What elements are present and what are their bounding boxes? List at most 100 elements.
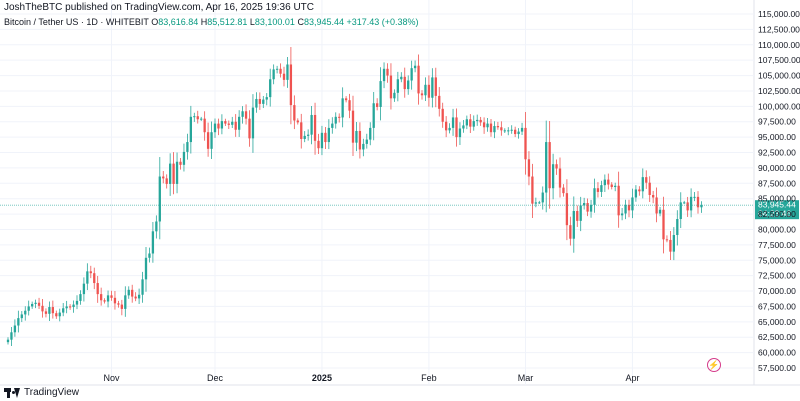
candle-body (262, 99, 265, 104)
candle-body (124, 295, 127, 309)
open-value: 83,616.84 (158, 17, 199, 27)
candle-body (175, 161, 179, 184)
tradingview-logo[interactable]: TradingView (4, 387, 79, 398)
candle-body (438, 95, 441, 109)
candle-body (558, 168, 562, 188)
candle-body (462, 125, 465, 129)
candle-body (358, 130, 362, 150)
candle-body (79, 294, 82, 301)
candle-body (379, 81, 382, 107)
candle-body (282, 73, 286, 80)
candle-body (58, 312, 61, 317)
price-tick-label: 70,000.00 (758, 286, 796, 296)
candle-body (548, 142, 551, 189)
candle-body (120, 304, 123, 309)
candle-body (683, 202, 686, 204)
candle-body (641, 177, 644, 192)
price-tick-label: 65,000.00 (758, 317, 796, 327)
candle-body (386, 68, 389, 76)
tradingview-icon (4, 387, 20, 398)
candle-body (6, 339, 10, 343)
candle-body (65, 306, 68, 309)
candle-body (620, 213, 624, 216)
candle-body (538, 202, 541, 204)
candle-body (169, 163, 172, 184)
candle-body (396, 79, 399, 93)
candle-body (289, 64, 293, 106)
candle-body (75, 300, 79, 305)
price-tick-label: 112,500.00 (758, 24, 800, 34)
price-tick-label: 60,000.00 (758, 348, 796, 358)
candle-body (514, 129, 517, 135)
time-tick-label: 2025 (312, 373, 332, 383)
candle-body (376, 103, 379, 107)
price-tick-label: 77,500.00 (758, 240, 796, 250)
candle-body (434, 77, 437, 96)
candle-body (141, 279, 144, 295)
candle-body (272, 69, 275, 80)
price-tick-label: 82,500.00 (758, 209, 796, 219)
change-value: +317.43 (+0.38%) (346, 17, 419, 27)
candle-body (227, 123, 230, 125)
candle-body (134, 296, 137, 299)
candle-body (241, 111, 244, 117)
brand-name: TradingView (24, 387, 80, 398)
flash-icon[interactable]: ⚡ (707, 358, 721, 372)
candle-body (10, 332, 13, 340)
candle-body (400, 76, 403, 80)
candle-body (631, 197, 634, 211)
candle-body (517, 131, 520, 135)
candle-body (217, 123, 220, 129)
candle-body (162, 176, 165, 179)
candle-body (614, 185, 617, 187)
candle-body (203, 118, 206, 133)
candle-body (251, 107, 255, 139)
candle-body (220, 121, 224, 129)
price-tick-label: 80,000.00 (758, 224, 796, 234)
price-tick-label: 115,000.00 (758, 9, 800, 19)
candle-body (534, 202, 537, 204)
candle-body (200, 118, 203, 120)
candle-body (296, 120, 299, 123)
candle-body (317, 140, 320, 149)
candle-body (562, 187, 565, 194)
price-tick-label: 90,000.00 (758, 163, 796, 173)
candle-body (313, 114, 317, 141)
candle-body (427, 84, 431, 98)
candle-body (413, 65, 417, 69)
candle-body (213, 123, 217, 133)
candle-body (255, 98, 258, 108)
high-value: 85,512.81 (207, 17, 248, 27)
candle-body (431, 77, 434, 98)
candle-body (269, 79, 272, 98)
candle-body (520, 127, 524, 132)
candle-body (334, 116, 337, 124)
candle-body (96, 283, 99, 295)
candle-body (310, 114, 313, 135)
candle-body (407, 80, 410, 90)
candle-body (348, 100, 351, 111)
candle-body (493, 126, 496, 133)
candle-body (541, 192, 544, 203)
candle-body (355, 130, 358, 143)
high-label: H (200, 17, 208, 27)
candle-body (34, 302, 37, 304)
candle-body (410, 68, 413, 81)
price-tick-label: 62,500.00 (758, 332, 796, 342)
low-label: L (249, 17, 255, 27)
candle-body (100, 294, 103, 301)
price-tick-label: 87,500.00 (758, 178, 796, 188)
candle-body (48, 307, 51, 314)
last-price-label: 83,945.44 (758, 200, 796, 210)
candle-body (607, 179, 610, 185)
candle-body (186, 142, 189, 152)
candle-body (27, 306, 30, 311)
candle-body (155, 221, 158, 232)
candle-body (634, 189, 638, 198)
candle-body (496, 126, 500, 128)
price-tick-label: 75,000.00 (758, 255, 796, 265)
candle-body (189, 116, 192, 143)
candle-body (565, 193, 569, 226)
candle-body (465, 119, 468, 126)
